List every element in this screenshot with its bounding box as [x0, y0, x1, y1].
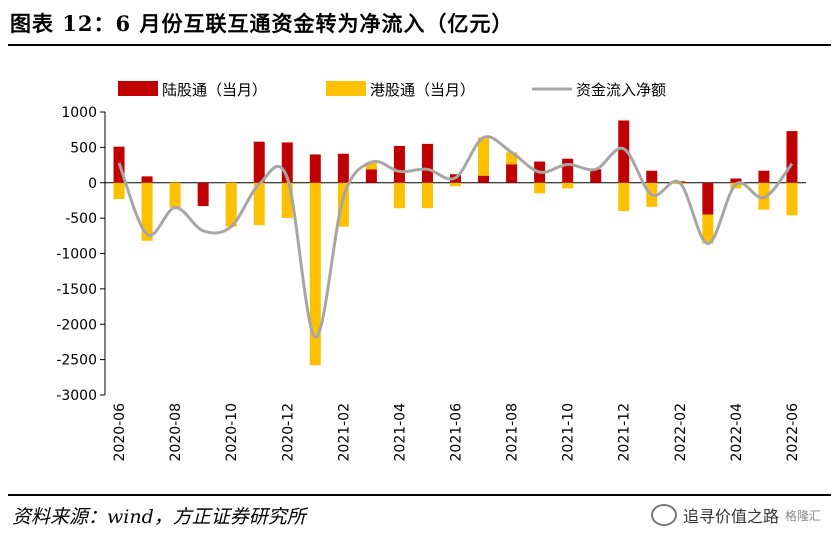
southbound-bar — [478, 137, 490, 176]
northbound-bar — [421, 143, 433, 183]
southbound-bar — [309, 182, 321, 366]
net-inflow-line — [117, 135, 794, 339]
northbound-bar — [562, 158, 574, 183]
northbound-bar — [506, 164, 518, 183]
northbound-bar — [141, 176, 153, 183]
northbound-bar — [758, 170, 770, 183]
northbound-bar — [618, 120, 630, 183]
northbound-bar — [702, 182, 714, 215]
y-tick-label: -500 — [65, 211, 97, 227]
southbound-bar — [141, 182, 153, 241]
northbound-bar — [590, 169, 602, 183]
northbound-bar — [646, 170, 658, 183]
southbound-bar — [393, 182, 405, 209]
x-tick-label: 2022-06 — [785, 403, 801, 462]
y-tick-label: -2500 — [56, 353, 97, 369]
legend: 陆股通（当月） 港股通（当月） 资金流入净额 — [118, 81, 666, 99]
x-tick-label: 2021-08 — [505, 403, 521, 462]
title-rule — [8, 44, 831, 46]
northbound-bar — [309, 154, 321, 183]
y-tick-label: -1500 — [56, 282, 97, 298]
x-tick-label: 2022-02 — [673, 403, 689, 462]
x-tick-label: 2021-06 — [449, 403, 465, 462]
legend-northbound-label: 陆股通（当月） — [162, 81, 267, 99]
northbound-bar — [393, 145, 405, 183]
x-tick-label: 2020-08 — [168, 403, 184, 462]
y-tick-label: 1000 — [61, 105, 97, 121]
northbound-bar — [281, 142, 293, 183]
watermark-text: 追寻价值之路 — [682, 507, 779, 526]
northbound-bar — [365, 169, 377, 183]
legend-net-label: 资金流入净额 — [576, 81, 666, 99]
northbound-bar — [337, 153, 349, 183]
northbound-bar — [197, 182, 209, 207]
net-line — [117, 135, 794, 339]
southbound-bar — [534, 182, 546, 194]
x-tick-label: 2021-12 — [617, 403, 633, 462]
footer-rule — [8, 494, 831, 496]
legend-southbound-label: 港股通（当月） — [370, 81, 475, 99]
northbound-bar — [478, 175, 490, 183]
southbound-bar — [281, 182, 293, 219]
southbound-bar — [169, 182, 181, 208]
axes: 1000 500 0 -500 -1000 -1500 -2000 -2500 -3000 202… — [56, 105, 806, 462]
y-tick-label: 500 — [70, 140, 97, 156]
southbound-bar — [702, 214, 714, 244]
wechat-icon — [650, 504, 677, 526]
x-tick-label: 2021-02 — [336, 403, 352, 462]
southbound-bar — [421, 182, 433, 209]
northbound-bar — [786, 131, 798, 183]
southbound-bar — [113, 182, 125, 200]
bars — [113, 120, 798, 366]
northbound-bar — [253, 141, 265, 183]
y-tick-label: -1000 — [56, 247, 97, 263]
x-tick-label: 2022-04 — [729, 403, 745, 462]
southbound-bar — [450, 182, 461, 187]
watermark: 追寻价值之路 格隆汇 — [650, 503, 821, 527]
source-note: 资料来源：wind，方正证券研究所 — [12, 506, 306, 528]
x-tick-label: 2020-12 — [280, 403, 296, 462]
x-tick-label: 2020-10 — [224, 403, 240, 462]
watermark-logo: 格隆汇 — [784, 508, 821, 523]
southbound-bar — [225, 182, 237, 227]
chart-title: 图表 12：6 月份互联互通资金转为净流入（亿元） — [10, 11, 514, 36]
southbound-bar — [786, 182, 798, 216]
x-tick-label: 2021-04 — [392, 403, 408, 462]
legend-northbound-swatch — [118, 81, 158, 96]
southbound-bar — [506, 152, 518, 165]
northbound-bar — [730, 178, 742, 183]
x-tick-label: 2020-06 — [112, 403, 128, 462]
legend-southbound-swatch — [326, 81, 366, 96]
southbound-bar — [618, 182, 630, 212]
southbound-bar — [562, 182, 574, 189]
southbound-bar — [253, 182, 265, 226]
y-tick-label: -3000 — [56, 388, 97, 404]
southbound-bar — [365, 162, 377, 170]
x-tick-label: 2021-10 — [561, 403, 577, 462]
y-tick-label: -2000 — [56, 317, 97, 333]
y-tick-label: 0 — [88, 176, 97, 192]
southbound-bar — [337, 182, 349, 227]
